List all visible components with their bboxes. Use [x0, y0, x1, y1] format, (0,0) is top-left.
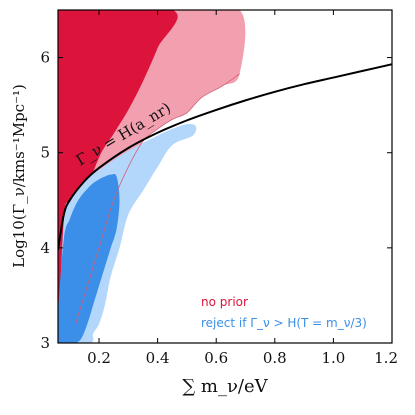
- x-tick-label: 0.6: [204, 349, 228, 367]
- legend-entry-no-prior: no prior: [201, 295, 248, 309]
- legend-entry-reject: reject if Γ_ν > H(T = m_ν/3): [201, 316, 367, 330]
- region-reject-68: [58, 173, 120, 343]
- x-axis-label: ∑ m_ν/eV: [182, 376, 268, 397]
- y-tick-label: 5: [40, 144, 50, 162]
- plot-frame: [57, 9, 393, 344]
- y-tick-label: 4: [40, 239, 50, 257]
- region-no-prior-outline: [75, 73, 240, 325]
- x-tick-label: 1.2: [374, 349, 398, 367]
- x-tick-label: 0.2: [87, 349, 111, 367]
- y-tick-label: 6: [40, 49, 50, 67]
- x-tick-label: 1.0: [321, 349, 345, 367]
- x-tick-label: 0.8: [263, 349, 287, 367]
- y-tick-label: 3: [40, 334, 50, 352]
- region-no-prior-68: [58, 10, 178, 343]
- hubble-curve-layer: [58, 63, 392, 250]
- x-tick-label: 0.4: [146, 349, 170, 367]
- y-axis-label: Log10(Γ_ν/kms⁻¹Mpc⁻¹): [10, 84, 28, 268]
- confidence-regions: [58, 10, 246, 343]
- series-line-hubble: [58, 63, 392, 250]
- axis-ticks: 0.2 0.4 0.6 0.8 1.0 1.2 3 4 5 6: [40, 10, 398, 367]
